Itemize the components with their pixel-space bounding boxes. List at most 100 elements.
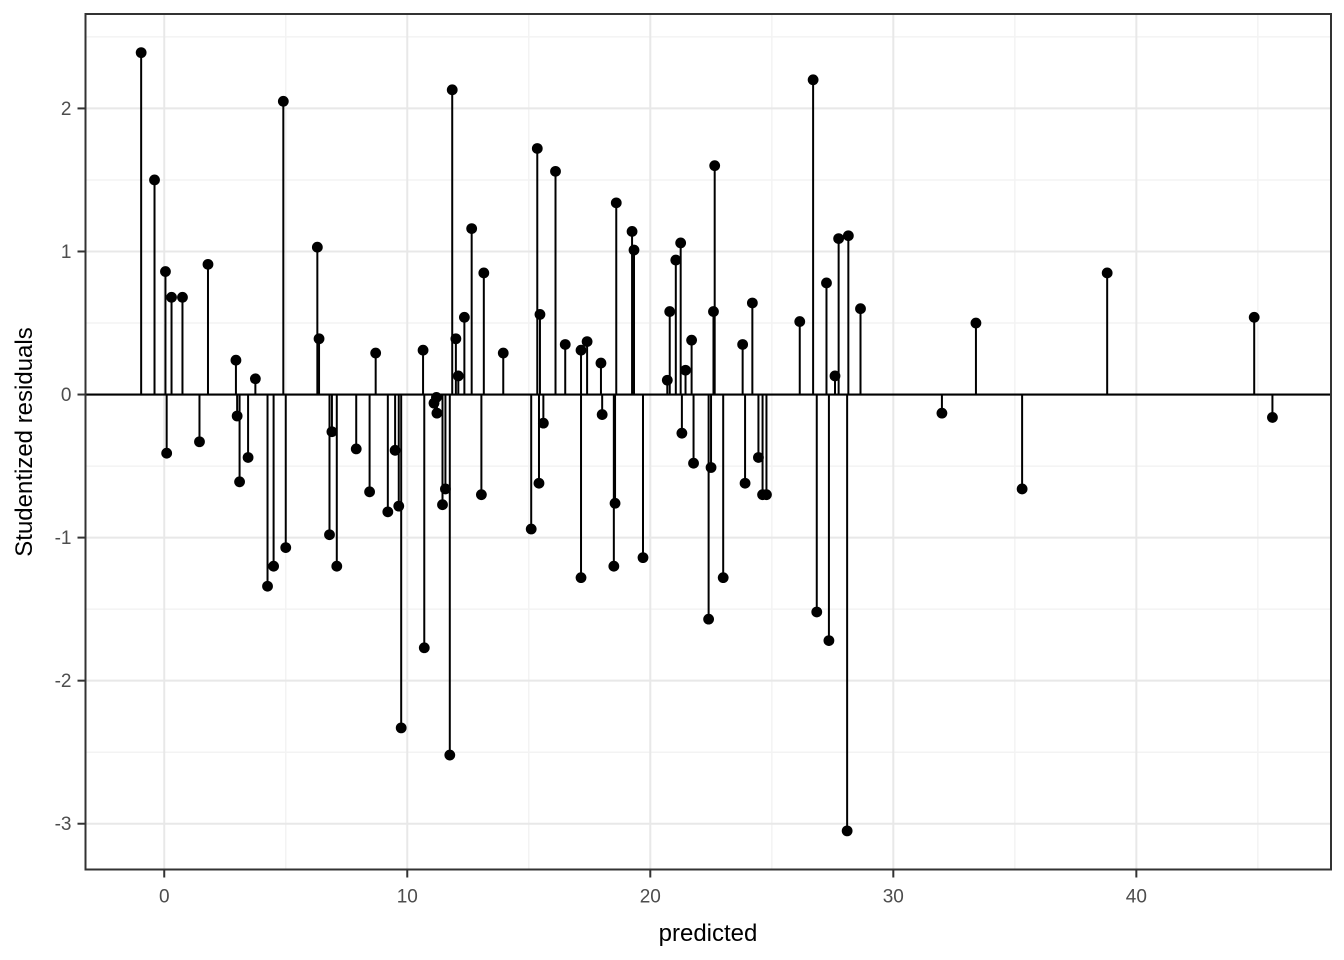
- residual-point: [823, 635, 835, 647]
- residual-point: [437, 499, 448, 511]
- residual-point: [761, 489, 772, 501]
- residual-point: [533, 477, 545, 489]
- residual-point: [807, 74, 819, 86]
- residual-point: [855, 303, 866, 315]
- residual-point: [708, 306, 719, 317]
- residual-point: [370, 347, 382, 359]
- residual-point: [452, 370, 464, 382]
- y-axis-title: Studentized residuals: [11, 327, 38, 556]
- residual-point: [753, 452, 764, 463]
- y-tick-label: -3: [55, 814, 72, 835]
- residual-point: [686, 334, 698, 346]
- residual-point: [1016, 483, 1028, 495]
- residual-point: [177, 291, 188, 303]
- residual-point: [537, 417, 549, 429]
- residual-point: [559, 339, 571, 350]
- residual-point: [737, 339, 749, 350]
- residual-point: [331, 560, 343, 572]
- y-tick-label: 0: [61, 385, 72, 406]
- residual-point: [350, 443, 362, 455]
- residual-point: [311, 241, 323, 253]
- residual-point: [149, 174, 160, 186]
- x-tick-label: 40: [1126, 887, 1147, 908]
- residual-point: [417, 344, 429, 356]
- residual-point: [1101, 267, 1113, 279]
- residual-point: [608, 560, 620, 572]
- residual-point: [1248, 311, 1260, 323]
- residual-point: [581, 336, 593, 348]
- residual-point: [418, 642, 430, 654]
- residual-point: [277, 95, 289, 107]
- residual-point: [670, 254, 682, 266]
- residual-point: [166, 291, 177, 303]
- residual-point: [382, 506, 394, 518]
- residual-point: [194, 436, 205, 448]
- residual-point: [446, 84, 458, 96]
- residual-point: [746, 297, 758, 309]
- residual-point: [703, 613, 715, 625]
- residual-point: [628, 244, 640, 256]
- residual-point: [936, 407, 948, 419]
- x-tick-label: 0: [159, 887, 170, 908]
- residual-point: [440, 483, 451, 495]
- residual-point: [161, 447, 173, 459]
- residual-point: [497, 347, 509, 359]
- residual-point: [1267, 412, 1278, 423]
- residual-point: [450, 333, 462, 345]
- residual-point: [739, 477, 751, 489]
- residual-point: [664, 306, 676, 317]
- y-tick-label: -2: [55, 671, 72, 692]
- residual-point: [675, 237, 687, 249]
- residual-point: [680, 364, 691, 376]
- x-tick-label: 30: [883, 887, 904, 908]
- residual-point: [525, 523, 537, 535]
- residual-point: [326, 426, 338, 438]
- residual-point: [595, 357, 607, 369]
- residual-point: [717, 572, 729, 584]
- residual-point: [313, 333, 325, 345]
- residual-point: [534, 309, 546, 320]
- residual-point: [610, 197, 622, 209]
- residual-point: [230, 354, 242, 366]
- residual-point: [705, 462, 717, 473]
- residual-point: [431, 407, 443, 419]
- residual-point: [242, 452, 254, 463]
- residual-point: [249, 373, 261, 385]
- residual-point: [688, 457, 699, 469]
- residual-point: [531, 143, 543, 154]
- residual-point: [833, 233, 845, 245]
- y-tick-label: -1: [55, 528, 72, 549]
- residual-point: [575, 572, 587, 584]
- residual-point: [262, 580, 273, 592]
- residual-point: [811, 606, 823, 618]
- residual-point: [550, 165, 561, 177]
- residual-point: [596, 409, 608, 420]
- residual-point: [609, 497, 621, 509]
- residual-point: [231, 410, 243, 422]
- residual-point: [395, 722, 407, 734]
- x-tick-label: 10: [397, 887, 418, 908]
- residual-point: [637, 552, 649, 564]
- x-axis-title: predicted: [659, 920, 758, 947]
- residual-point: [234, 476, 245, 488]
- residual-point: [458, 311, 470, 323]
- residual-point: [466, 223, 478, 234]
- y-tick-label: 2: [61, 99, 72, 120]
- residual-point: [444, 749, 456, 761]
- residual-point: [842, 230, 854, 242]
- residual-point: [821, 277, 832, 289]
- residual-point: [794, 316, 806, 327]
- residual-point: [970, 317, 982, 329]
- residual-point: [393, 500, 405, 512]
- residual-point: [280, 542, 292, 554]
- residual-point: [676, 427, 688, 439]
- residual-point: [324, 529, 335, 541]
- residual-point: [202, 258, 214, 270]
- residual-point: [475, 489, 487, 501]
- residual-point: [135, 47, 147, 59]
- x-tick-label: 20: [640, 887, 661, 908]
- residual-point: [160, 266, 171, 277]
- residual-point: [478, 267, 490, 279]
